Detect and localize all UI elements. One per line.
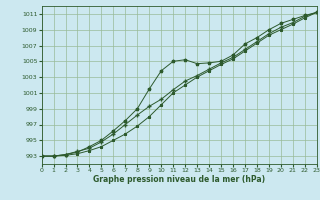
X-axis label: Graphe pression niveau de la mer (hPa): Graphe pression niveau de la mer (hPa)	[93, 175, 265, 184]
